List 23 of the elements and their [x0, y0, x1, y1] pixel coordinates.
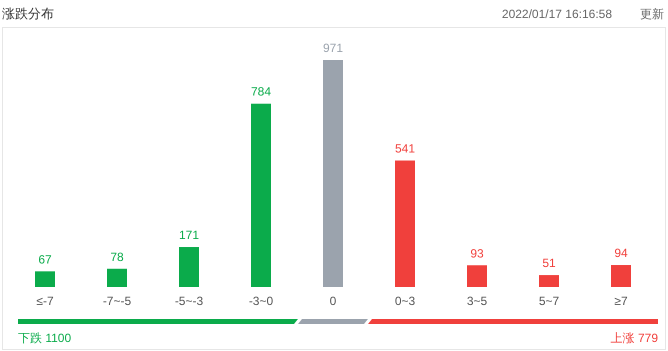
data-label: 171 [178, 228, 200, 242]
text: 更新 [640, 7, 664, 21]
data-label: 51 [542, 256, 556, 270]
chart-title: 涨跌分布 [2, 6, 54, 21]
x-tick-label: -5~-3 [174, 294, 204, 308]
data-label: 78 [110, 250, 124, 264]
x-tick-label: 0~3 [394, 294, 416, 308]
x-tick-label: -3~0 [248, 294, 274, 308]
data-label: 971 [322, 41, 344, 55]
x-tick-label: ≤-7 [36, 294, 54, 308]
x-tick-label: 0 [330, 294, 337, 308]
x-tick-label: 5~7 [538, 294, 560, 308]
text: 2022/01/17 16:16:58 [502, 7, 612, 21]
data-label: 67 [38, 252, 52, 266]
text: 上涨 779 [610, 331, 658, 345]
x-tick-label: ≥7 [614, 294, 628, 308]
x-tick-label: 3~5 [466, 294, 488, 308]
data-label: 94 [614, 246, 628, 260]
data-label: 541 [394, 142, 416, 156]
x-tick-label: -7~-5 [102, 294, 132, 308]
data-label: 93 [470, 246, 484, 260]
text: 下跌 1100 [18, 331, 72, 345]
data-label: 784 [250, 84, 272, 99]
